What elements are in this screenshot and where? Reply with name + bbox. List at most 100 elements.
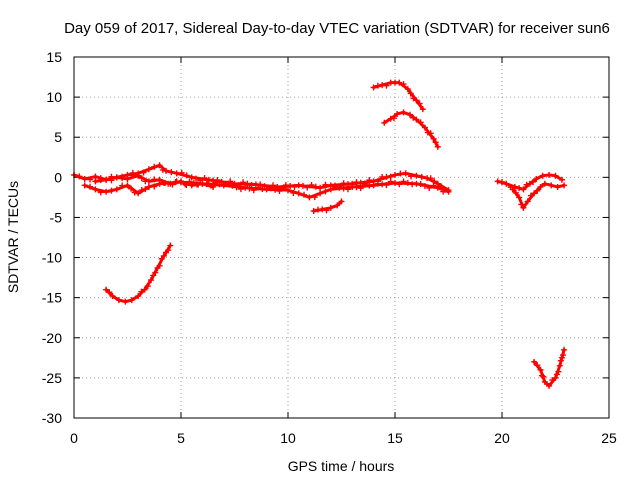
data-point (115, 297, 122, 304)
data-point (353, 184, 360, 191)
data-point (396, 181, 403, 188)
data-point (440, 188, 447, 195)
data-point (317, 190, 324, 197)
data-point (135, 172, 142, 179)
data-point (168, 169, 175, 176)
data-point (113, 186, 120, 193)
data-point (552, 374, 559, 381)
data-point (144, 283, 151, 290)
data-point (220, 182, 227, 189)
data-point (310, 208, 317, 215)
data-point (561, 346, 568, 353)
data-point (167, 242, 174, 249)
data-point (151, 163, 158, 170)
data-point (108, 177, 115, 184)
data-point (276, 188, 283, 195)
data-point (421, 124, 428, 131)
data-point (81, 182, 88, 189)
data-point (282, 182, 289, 189)
data-point (138, 187, 145, 194)
data-point (537, 366, 544, 373)
data-point (138, 175, 145, 182)
data-point (421, 182, 428, 189)
data-point (287, 182, 294, 189)
data-point (87, 176, 94, 183)
data-point (533, 175, 540, 182)
data-point (410, 114, 417, 121)
data-point (379, 181, 386, 188)
data-point (432, 139, 439, 146)
data-point (148, 277, 155, 284)
data-point (558, 354, 565, 361)
data-point (285, 187, 291, 194)
data-point (178, 169, 185, 176)
data-point (427, 130, 434, 137)
data-point (103, 188, 110, 195)
data-point (417, 119, 424, 126)
data-point (392, 171, 398, 178)
data-point (267, 185, 274, 192)
data-point (306, 194, 313, 201)
data-point (531, 358, 538, 365)
data-point (201, 175, 208, 182)
data-point (396, 79, 403, 86)
data-point (128, 185, 135, 192)
data-point (534, 362, 541, 369)
data-point (194, 181, 201, 188)
data-point (499, 178, 505, 185)
data-point (526, 180, 533, 187)
data-point (400, 109, 407, 116)
data-point (81, 175, 88, 182)
data-point (416, 100, 423, 107)
data-point (135, 293, 142, 300)
x-tick-label: 10 (280, 430, 296, 446)
data-point (548, 182, 555, 189)
x-tick-label: 0 (70, 430, 78, 446)
data-point (549, 377, 556, 384)
data-point (145, 166, 152, 173)
data-point (336, 184, 343, 191)
data-point (92, 186, 99, 193)
data-point (556, 362, 563, 369)
data-point (357, 185, 364, 192)
data-point (357, 179, 364, 186)
data-point (156, 176, 163, 183)
data-point (295, 190, 302, 197)
data-point (97, 176, 104, 183)
data-point (516, 185, 523, 192)
data-point (140, 169, 147, 176)
data-point (370, 182, 377, 189)
data-point (280, 185, 287, 192)
data-point (145, 183, 152, 190)
y-tick-label: 10 (46, 89, 62, 105)
x-tick-label: 15 (387, 430, 403, 446)
data-point (413, 97, 420, 104)
data-point (138, 288, 145, 295)
data-marks (71, 79, 568, 389)
x-tick-label: 5 (177, 430, 185, 446)
data-point (445, 188, 452, 195)
data-point (327, 204, 334, 211)
data-point (322, 181, 329, 188)
data-point (512, 189, 519, 196)
y-tick-label: -20 (42, 330, 62, 346)
data-point (546, 382, 553, 389)
data-point (509, 186, 516, 193)
data-point (390, 115, 397, 122)
data-point (156, 262, 163, 269)
data-point (383, 182, 390, 189)
y-tick-label: -30 (42, 410, 62, 426)
data-point (424, 129, 431, 136)
x-axis-label: GPS time / hours (288, 458, 395, 474)
data-point (434, 143, 441, 150)
data-point (344, 186, 351, 193)
data-point (413, 172, 420, 179)
data-point (128, 297, 135, 304)
data-point (129, 172, 136, 179)
data-point (555, 368, 562, 375)
data-point (106, 289, 113, 296)
data-point (109, 293, 116, 300)
data-point (183, 172, 190, 179)
data-point (113, 174, 120, 181)
data-point (124, 175, 131, 182)
